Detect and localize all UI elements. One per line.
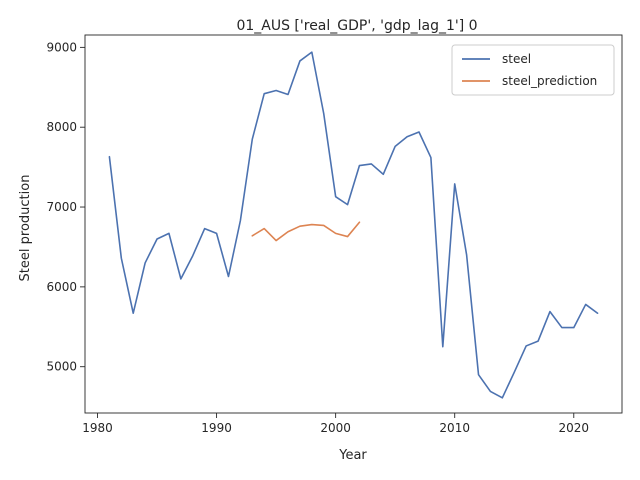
x-tick-label-2000: 2000 xyxy=(320,421,351,435)
series-line-steel-prediction xyxy=(251,221,361,242)
legend-box xyxy=(451,44,615,96)
legend-label-steel-prediction: steel_prediction xyxy=(502,74,597,88)
plot-frame xyxy=(84,34,623,414)
legend-label-steel: steel xyxy=(502,52,531,66)
y-tick-label-8000: 8000 xyxy=(46,120,77,134)
y-tick-label-5000: 5000 xyxy=(46,360,77,374)
legend: steel steel_prediction xyxy=(451,44,615,96)
chart-title: 01_AUS ['real_GDP', 'gdp_lag_1'] 0 xyxy=(236,18,477,34)
y-tick-label-7000: 7000 xyxy=(46,200,77,214)
x-tick-label-2020: 2020 xyxy=(559,421,590,435)
x-tick-label-1980: 1980 xyxy=(82,421,113,435)
x-tick-label-2010: 2010 xyxy=(439,421,470,435)
series-group xyxy=(108,51,599,399)
x-axis-label: Year xyxy=(338,448,367,463)
series-line-steel xyxy=(108,51,599,399)
y-tick-label-6000: 6000 xyxy=(46,280,77,294)
y-tick-label-9000: 9000 xyxy=(46,40,77,54)
axis-ticks: 1980 1990 2000 2010 2020 5000 6000 7000 8000 9000 xyxy=(46,40,589,435)
x-tick-label-1990: 1990 xyxy=(201,421,232,435)
y-axis-label: Steel production xyxy=(18,175,33,282)
